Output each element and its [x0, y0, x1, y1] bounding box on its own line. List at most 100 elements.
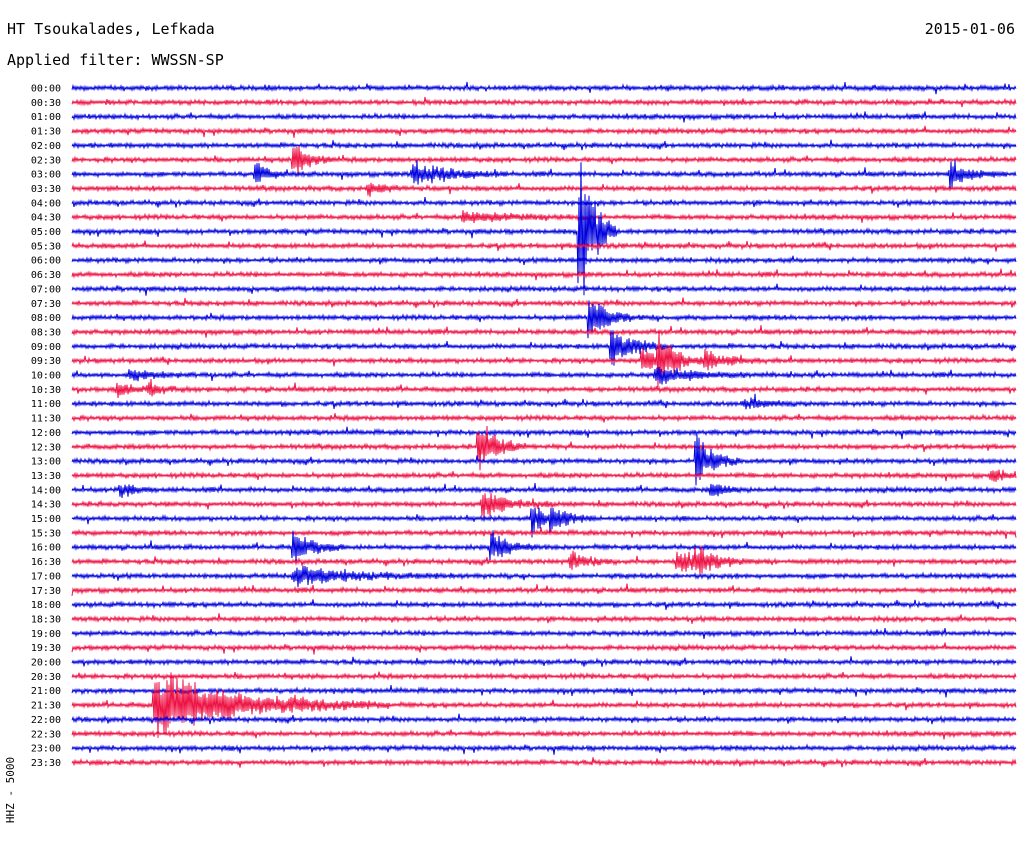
trace-row: [71, 565, 1017, 588]
time-tick-label: 12:30: [31, 442, 61, 453]
trace-row: [71, 139, 1017, 151]
time-tick-label: 18:00: [31, 600, 61, 611]
time-tick-label: 10:00: [31, 371, 61, 382]
time-tick-label: 13:00: [31, 457, 61, 468]
time-tick-label: 17:00: [31, 571, 61, 582]
trace-row: [71, 684, 1017, 698]
trace-row: [71, 493, 1017, 518]
trace-row: [71, 530, 1017, 562]
trace-row: [71, 426, 1017, 440]
trace-row: [71, 627, 1017, 640]
trace-row: [71, 507, 1017, 538]
time-tick-label: 12:00: [31, 428, 61, 439]
trace-row: [71, 329, 1017, 387]
time-tick-label: 02:30: [31, 155, 61, 166]
time-tick-label: 21:30: [31, 701, 61, 712]
trace-row: [71, 210, 1017, 224]
time-tick-label: 10:30: [31, 385, 61, 396]
time-tick-label: 11:30: [31, 414, 61, 425]
trace-row: [71, 743, 1017, 755]
time-tick-label: 07:30: [31, 299, 61, 310]
time-tick-label: 09:30: [31, 356, 61, 367]
trace-row: [71, 240, 1017, 252]
trace-row: [71, 366, 1017, 385]
time-tick-label: 08:00: [31, 313, 61, 324]
trace-row: [71, 545, 1017, 575]
time-tick-label: 08:30: [31, 327, 61, 338]
trace-row: [71, 300, 1017, 339]
trace-row: [71, 162, 1017, 296]
trace-row: [71, 413, 1017, 423]
time-tick-label: 11:00: [31, 399, 61, 410]
trace-row: [71, 197, 1017, 208]
trace-row: [71, 393, 1017, 410]
time-tick-label: 18:30: [31, 614, 61, 625]
time-tick-label: 00:00: [31, 84, 61, 95]
trace-row: [71, 656, 1017, 667]
trace-row: [71, 111, 1017, 123]
time-tick-label: 09:00: [31, 342, 61, 353]
time-tick-label: 13:30: [31, 471, 61, 482]
trace-row: [71, 642, 1017, 655]
trace-row: [71, 613, 1017, 624]
time-tick-label: 14:00: [31, 485, 61, 496]
time-tick-label: 20:00: [31, 658, 61, 669]
trace-row: [71, 81, 1017, 95]
trace-row: [71, 426, 1017, 471]
time-tick-label: 15:00: [31, 514, 61, 525]
time-tick-label: 01:00: [31, 112, 61, 123]
time-tick-label: 06:00: [31, 256, 61, 267]
time-tick-label: 03:00: [31, 170, 61, 181]
trace-row: [71, 672, 1017, 738]
time-tick-label: 16:00: [31, 543, 61, 554]
trace-row: [71, 255, 1017, 266]
trace-row: [71, 434, 1017, 486]
time-tick-label: 19:30: [31, 643, 61, 654]
trace-row: [71, 297, 1017, 309]
time-tick-label: 05:30: [31, 241, 61, 252]
trace-row: [71, 713, 1017, 725]
time-tick-label: 16:30: [31, 557, 61, 568]
time-tick-label: 19:00: [31, 629, 61, 640]
trace-row: [71, 757, 1017, 768]
trace-row: [71, 125, 1017, 138]
filter-label: Applied filter: WWSSN-SP: [7, 51, 224, 69]
time-tick-label: 23:30: [31, 758, 61, 769]
date-label: 2015-01-06: [924, 20, 1015, 38]
trace-row: [71, 160, 1017, 190]
time-tick-label: 22:30: [31, 729, 61, 740]
time-tick-label: 01:30: [31, 127, 61, 138]
trace-row: [71, 268, 1017, 281]
time-tick-label: 05:00: [31, 227, 61, 238]
time-tick-label: 14:30: [31, 500, 61, 511]
time-tick-label: 21:00: [31, 686, 61, 697]
trace-row: [71, 182, 1017, 197]
time-tick-label: 06:30: [31, 270, 61, 281]
time-tick-label: 07:00: [31, 284, 61, 295]
trace-row: [71, 527, 1017, 539]
time-tick-label: 04:30: [31, 213, 61, 224]
time-tick-label: 03:30: [31, 184, 61, 195]
time-tick-label: 15:30: [31, 528, 61, 539]
trace-row: [71, 96, 1017, 108]
trace-row: [71, 583, 1017, 597]
trace-row: [71, 482, 1017, 499]
seismogram-chart: 00:00 00:30 01:00 01:30 02:00 02:30 03:00 03:30…: [31, 81, 1017, 769]
time-tick-label: 20:30: [31, 672, 61, 683]
trace-row: [71, 469, 1017, 482]
trace-row: [71, 283, 1017, 296]
trace-row: [71, 325, 1017, 338]
trace-row: [71, 146, 1017, 174]
time-tick-label: 04:00: [31, 198, 61, 209]
trace-row: [71, 378, 1017, 399]
time-tick-label: 17:30: [31, 586, 61, 597]
time-tick-label: 00:30: [31, 98, 61, 109]
trace-row: [71, 728, 1017, 740]
time-tick-label: 23:00: [31, 744, 61, 755]
trace-row: [71, 671, 1017, 681]
time-tick-label: 02:00: [31, 141, 61, 152]
trace-row: [71, 330, 1017, 366]
station-title: HT Tsoukalades, Lefkada: [7, 20, 215, 38]
time-tick-label: 22:00: [31, 715, 61, 726]
trace-row: [71, 599, 1017, 610]
